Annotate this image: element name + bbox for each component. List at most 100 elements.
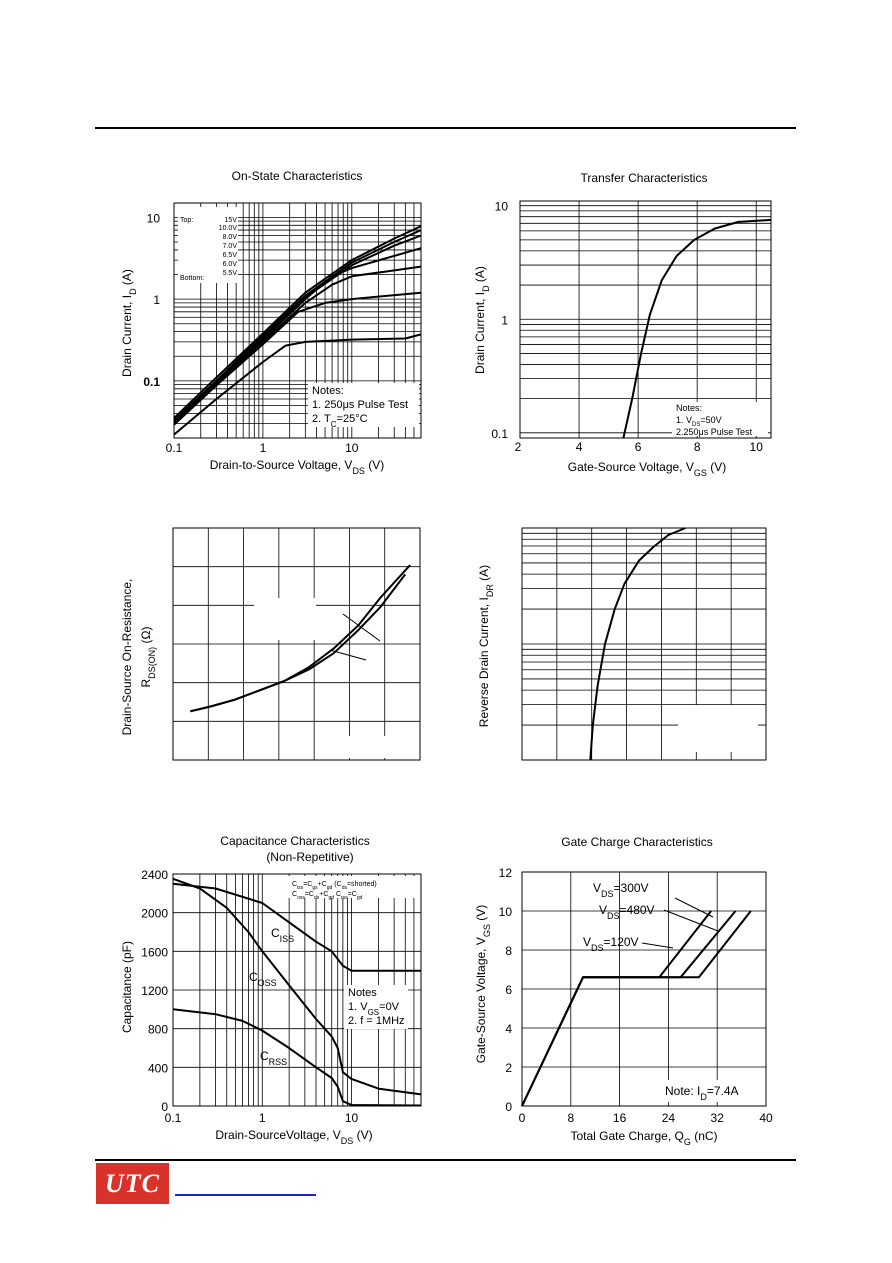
callout-line [329, 649, 367, 661]
notes-line: Note: ID=7.4A [665, 1084, 739, 1102]
series-label: VDS=480V [599, 903, 655, 921]
y-tick-label: 1600 [141, 945, 168, 959]
legend-entry: 7.0V [223, 243, 238, 250]
y-tick-label: 6 [505, 983, 512, 997]
notes-line: Notes: [312, 385, 344, 397]
y-axis-label: Capacitance (pF) [120, 941, 134, 1033]
label-mask [254, 598, 316, 640]
notes-box [308, 383, 419, 427]
y-axis-label: Drain-Source On-Resistance, [120, 579, 134, 736]
callout-line [663, 909, 719, 932]
reverse-drain-chart: Reverse Drain Current, IDR (A) [477, 527, 767, 761]
x-axis-label: Gate-Source Voltage, VGS (V) [568, 460, 726, 478]
chart-title: Gate Charge Characteristics [561, 835, 712, 849]
legend-line: Ciss=Cgs+Cgd (Cds=shorted) [292, 881, 377, 891]
x-tick-label: 0 [519, 1111, 526, 1125]
x-tick-label: 10 [345, 441, 359, 455]
on-state-series-3 [173, 234, 422, 423]
capacitance-series-1 [172, 882, 421, 972]
bottom-rule [95, 1159, 796, 1161]
transfer-chart: Transfer Characteristics 2 4 6 8 10 10 1 0.1 Gate… [473, 171, 772, 478]
chart-title: On-State Characteristics [232, 169, 363, 183]
legend-header: Top: [180, 217, 193, 224]
x-tick-label: 32 [711, 1111, 725, 1125]
legend-entry: 5.5V [223, 270, 238, 277]
label-mask [349, 736, 409, 758]
series-label-crss: CRSS [260, 1049, 287, 1067]
y-axis-label: Drain Current, ID (A) [473, 266, 491, 374]
x-tick-label: 10 [750, 440, 764, 454]
utc-logo: UTC [96, 1163, 169, 1204]
top-rule [95, 127, 796, 129]
website-link-underline[interactable] [175, 1194, 316, 1196]
y-tick-label: 10 [147, 211, 161, 225]
callout-line [641, 942, 674, 949]
y-tick-label: 10 [499, 905, 513, 919]
x-tick-label: 1 [260, 441, 267, 455]
x-tick-label: 1 [259, 1111, 266, 1125]
on-resistance-chart: Drain-Source On-Resistance, RDS(ON) (Ω) [120, 527, 421, 761]
callout-line [342, 613, 381, 642]
x-axis-label: Drain-SourceVoltage, VDS (V) [215, 1128, 372, 1146]
reverse-drain-frame [521, 527, 767, 761]
legend-box [288, 876, 419, 898]
capacitance-series-2 [172, 877, 422, 1096]
on-state-series-7 [173, 333, 422, 436]
series-label: VDS=120V [583, 935, 639, 953]
x-axis-label: Drain-to-Source Voltage, VDS (V) [210, 458, 385, 476]
notes-line: Notes [348, 987, 377, 999]
on-state-series-4 [173, 247, 422, 424]
y-tick-label: 0 [505, 1100, 512, 1114]
y-tick-label: 2400 [141, 868, 168, 882]
capacitance-chart: Capacitance Characteristics (Non-Repetiti… [120, 834, 422, 1146]
capacitance-frame [172, 873, 422, 1107]
x-tick-label: 10 [345, 1111, 359, 1125]
notes-line: 1. VDS=50V [676, 415, 722, 428]
y-tick-label: 2000 [141, 907, 168, 921]
y-tick-label: 4 [505, 1022, 512, 1036]
notes-line: 1. VGS=0V [348, 1001, 400, 1017]
chart-subtitle: (Non-Repetitive) [266, 850, 353, 864]
legend-entry: 6.5V [223, 252, 238, 259]
on-state-chart: On-State Characteristics 0.1 1 10 10 1 0.1 Drai… [120, 169, 422, 476]
series-label-ciss: CISS [271, 926, 294, 944]
gate-charge-frame [521, 871, 767, 1107]
x-axis-label: Total Gate Charge, QG (nC) [570, 1129, 717, 1147]
reverse-drain-series-1 [589, 527, 686, 761]
legend-footer: Bottom: [180, 275, 204, 282]
on-resistance-series-1 [190, 573, 406, 713]
on-resistance-series-2 [190, 564, 411, 713]
logo-text: UTC [105, 1168, 160, 1198]
series-label-coss: COSS [249, 970, 277, 988]
x-tick-label: 0.1 [165, 1111, 182, 1125]
y-tick-label: 0.1 [491, 427, 508, 441]
y-tick-label: 0.1 [143, 375, 160, 389]
series-label: VDS=300V [593, 881, 649, 899]
transfer-series-1 [622, 218, 772, 439]
gate-charge-series-3 [521, 910, 752, 1107]
y-tick-label: 0 [161, 1100, 168, 1114]
chart-title: Transfer Characteristics [581, 171, 708, 185]
x-tick-label: 0.1 [166, 441, 183, 455]
legend-box [178, 207, 238, 283]
notes-line: Notes: [676, 403, 702, 413]
y-tick-label: 8 [505, 944, 512, 958]
notes-line: 2.250μs Pulse Test [676, 427, 753, 437]
legend-entry: 10.0V [219, 225, 238, 232]
notes-box [660, 1080, 760, 1102]
legend-entry: 6.0V [223, 261, 238, 268]
capacitance-series-3 [172, 1008, 422, 1107]
callout-line [674, 897, 714, 918]
legend-entry: 8.0V [223, 234, 238, 241]
transfer-frame [519, 200, 772, 439]
legend-entry: 15V [225, 217, 238, 224]
on-resistance-frame [172, 527, 421, 761]
notes-box [344, 985, 408, 1029]
legend-line: Coss=Cds+Cgd Crss=Cgd [292, 891, 363, 901]
y-tick-label: 1200 [141, 984, 168, 998]
on-state-series-1 [173, 225, 422, 419]
y-axis-label: Drain Current, ID (A) [120, 269, 138, 377]
y-axis-label: Reverse Drain Current, IDR (A) [477, 565, 495, 727]
y-tick-label: 12 [499, 866, 513, 880]
